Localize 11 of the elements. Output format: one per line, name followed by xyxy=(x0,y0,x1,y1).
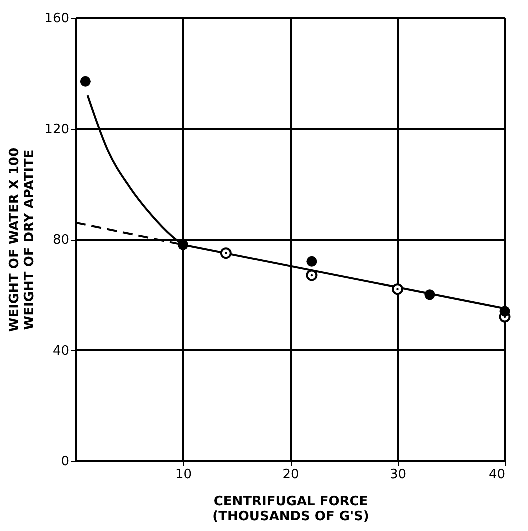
x-axis-title: CENTRIFUGAL FORCE (THOUSANDS OF G'S) xyxy=(212,494,370,524)
x-tick-label: 20 xyxy=(282,468,300,482)
x-tick-label: 40 xyxy=(488,468,506,482)
y-axis-title: WEIGHT OF WATER X 100 WEIGHT OF DRY APATITE xyxy=(8,148,38,332)
y-tick-label: 0 xyxy=(61,454,70,470)
x-tick-label: 30 xyxy=(390,468,407,482)
y-tick-label: 40 xyxy=(52,344,70,359)
y-tick-label: 160 xyxy=(44,12,70,26)
x-tick-label: 10 xyxy=(175,468,192,482)
y-tick-label: 120 xyxy=(44,122,70,138)
y-tick-label: 80 xyxy=(52,233,70,248)
